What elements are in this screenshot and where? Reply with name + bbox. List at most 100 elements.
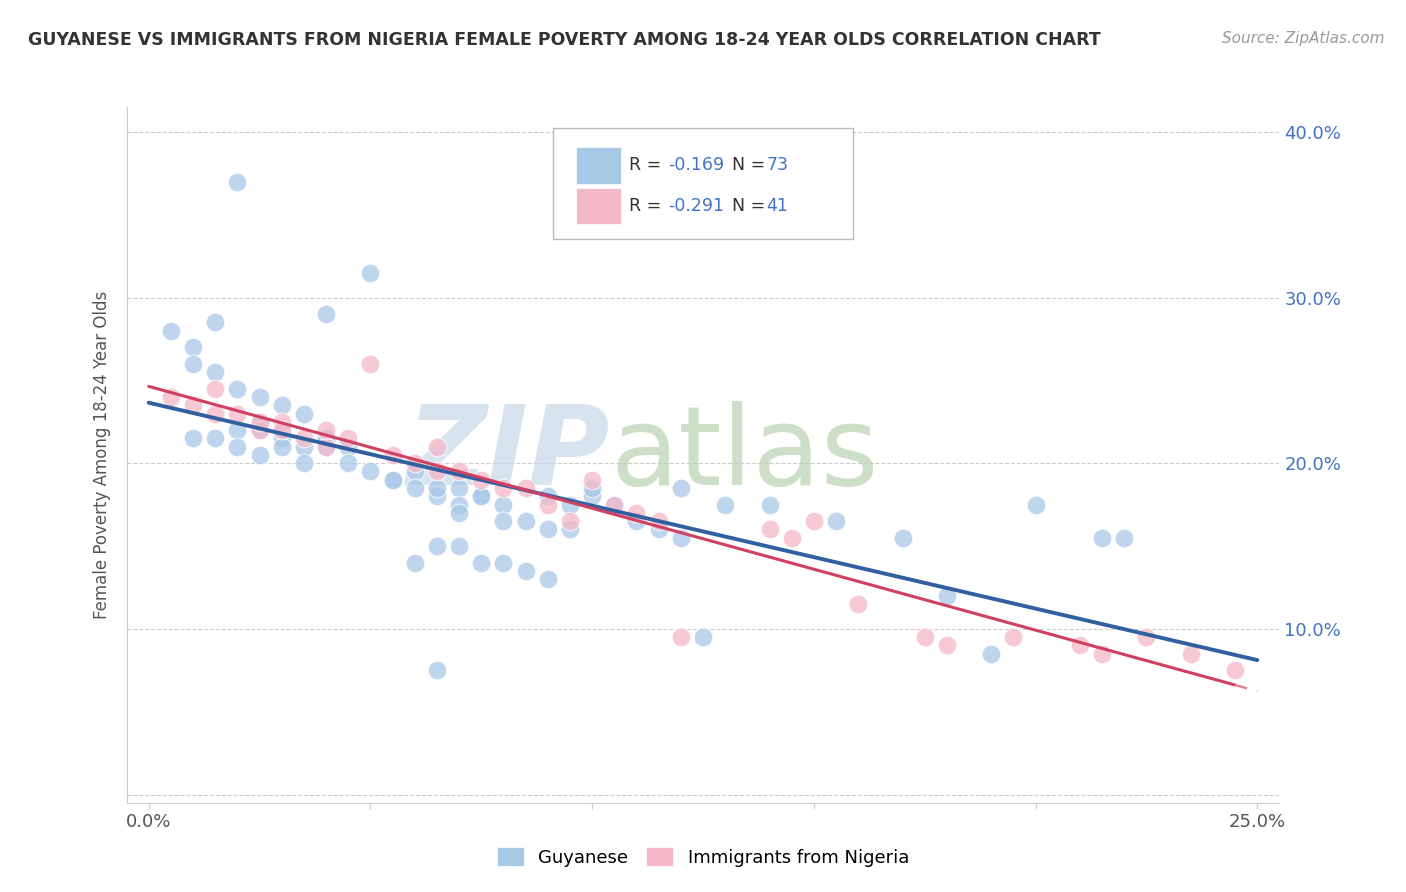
Point [470,489,492,503]
Point [825,514,848,528]
Point [315,440,337,454]
Point [270,440,292,454]
Text: Source: ZipAtlas.com: Source: ZipAtlas.com [1222,31,1385,46]
FancyBboxPatch shape [576,187,621,224]
Point [359,266,381,280]
Point [449,465,471,479]
Point [249,423,271,437]
Point [914,630,936,644]
Point [426,489,449,503]
Point [160,390,183,404]
Point [270,431,292,445]
Y-axis label: Female Poverty Among 18-24 Year Olds: Female Poverty Among 18-24 Year Olds [93,291,111,619]
Point [758,498,780,512]
Text: 41: 41 [766,197,789,215]
FancyBboxPatch shape [576,147,621,184]
Point [315,307,337,321]
Point [249,415,271,429]
Point [647,514,669,528]
Point [449,506,471,520]
Point [181,340,204,354]
Text: atlas: atlas [610,401,879,508]
Point [292,456,315,470]
Point [492,556,515,570]
Point [891,531,914,545]
Point [537,523,560,537]
Point [758,523,780,537]
Point [226,407,249,421]
Point [935,589,957,603]
Point [558,523,581,537]
Point [204,431,226,445]
Point [1091,531,1114,545]
Point [492,514,515,528]
Text: ZIP: ZIP [408,401,610,508]
Point [381,473,404,487]
Point [669,630,692,644]
Legend: Guyanese, Immigrants from Nigeria: Guyanese, Immigrants from Nigeria [489,839,917,874]
Point [270,398,292,412]
Point [1180,647,1202,661]
Point [337,431,360,445]
Point [426,539,449,553]
Point [426,440,449,454]
Point [626,514,648,528]
Point [226,423,249,437]
Point [492,481,515,495]
Point [404,481,426,495]
Point [404,456,426,470]
Point [315,423,337,437]
Point [537,498,560,512]
Point [404,556,426,570]
Point [492,498,515,512]
Point [249,448,271,462]
Point [470,556,492,570]
Point [1091,647,1114,661]
Point [270,423,292,437]
Point [669,531,692,545]
Point [160,324,183,338]
Point [980,647,1002,661]
Text: N =: N = [731,197,770,215]
Point [315,440,337,454]
Point [292,440,315,454]
Point [204,365,226,379]
Point [603,498,626,512]
Point [181,431,204,445]
Point [558,498,581,512]
Point [537,572,560,586]
Point [1002,630,1025,644]
Point [226,382,249,396]
Point [647,523,669,537]
Text: -0.291: -0.291 [668,197,724,215]
Point [226,175,249,189]
Point [780,531,803,545]
Point [381,448,404,462]
Point [935,639,957,653]
Point [315,431,337,445]
Point [669,481,692,495]
Point [204,407,226,421]
Text: 73: 73 [766,156,789,175]
Point [449,481,471,495]
Text: N =: N = [731,156,770,175]
Point [226,440,249,454]
Point [515,481,537,495]
Point [581,481,603,495]
Point [249,415,271,429]
Point [803,514,825,528]
Point [359,357,381,371]
Point [337,440,360,454]
Point [359,465,381,479]
Point [426,465,449,479]
Text: R =: R = [630,156,666,175]
Point [204,315,226,329]
Point [270,415,292,429]
Point [692,630,714,644]
Point [581,489,603,503]
Point [404,465,426,479]
Point [181,357,204,371]
Point [292,431,315,445]
Point [626,506,648,520]
Point [581,473,603,487]
